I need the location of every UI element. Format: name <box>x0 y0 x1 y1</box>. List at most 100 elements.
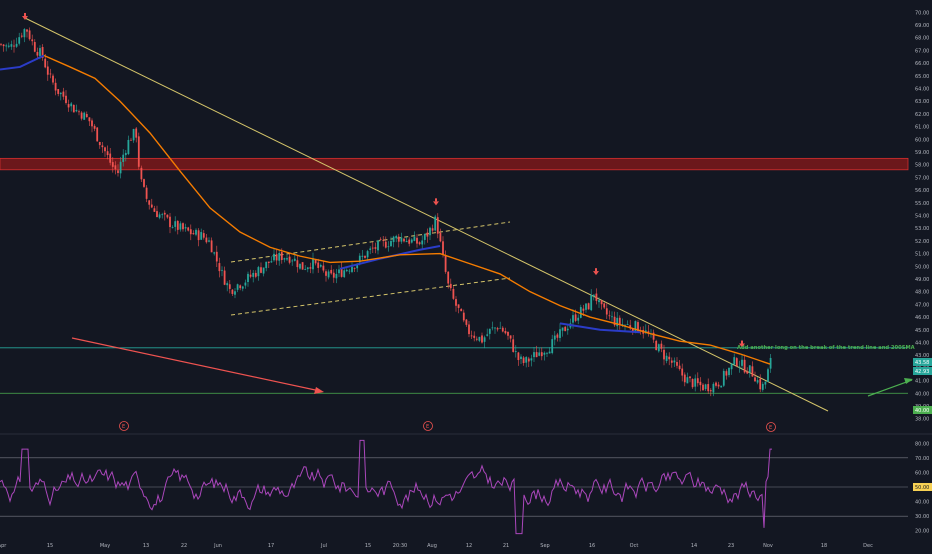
candle-body <box>756 380 759 383</box>
candle-body <box>20 35 23 37</box>
candle-body <box>49 73 52 75</box>
candle-body <box>657 344 660 352</box>
candle-body <box>686 377 689 384</box>
candle-body <box>286 258 288 260</box>
candle-body <box>163 212 166 215</box>
candle-body <box>608 315 611 317</box>
candle-body <box>720 385 723 388</box>
candle-body <box>54 82 57 91</box>
candle-body <box>748 365 751 373</box>
candle-body <box>124 152 127 156</box>
candle-body <box>52 75 54 83</box>
candle-body <box>538 352 541 356</box>
candle-body <box>499 327 502 329</box>
candle-body <box>104 147 106 152</box>
candle-body <box>405 240 408 243</box>
candle-body <box>106 151 109 156</box>
candle-body <box>715 382 717 386</box>
candle-body <box>70 103 73 107</box>
time-tick-label: Jul <box>320 543 327 549</box>
rsi-badge: 50.00 <box>913 483 932 491</box>
candle-body <box>192 233 195 235</box>
red-trend-arrow <box>71 337 321 392</box>
rsi-tick-label: 60.00 <box>915 470 929 476</box>
candle-body <box>470 335 473 337</box>
candle-body <box>153 208 156 212</box>
price-tick-label: 70.00 <box>915 10 929 16</box>
candle-body <box>143 179 145 187</box>
candle-body <box>444 255 447 272</box>
candle-body <box>769 357 772 369</box>
price-tick-label: 43.00 <box>915 353 929 359</box>
price-badge-label: 43.58 <box>915 360 929 366</box>
candle-body <box>717 384 720 387</box>
candle-body <box>158 214 161 218</box>
candle-body <box>416 237 418 244</box>
candle-body <box>304 269 307 270</box>
candle-body <box>504 330 507 334</box>
candle-body <box>340 268 343 277</box>
candle-body <box>361 255 364 257</box>
candle-body <box>421 240 424 245</box>
time-tick-label: May <box>100 543 110 549</box>
candle-body <box>343 270 346 278</box>
candle-body <box>475 338 478 340</box>
candle-body <box>387 246 390 248</box>
candle-body <box>273 253 275 261</box>
candle-body <box>15 43 18 47</box>
candle-body <box>509 335 512 339</box>
candle-body <box>93 125 96 129</box>
candle-body <box>418 242 421 245</box>
sma-200-line <box>43 54 771 365</box>
candle-body <box>379 238 382 240</box>
candle-body <box>678 365 681 370</box>
candle-body <box>486 334 489 336</box>
time-tick-label: 18 <box>821 543 827 549</box>
price-tick-label: 54.00 <box>915 214 929 220</box>
candle-body <box>364 255 366 258</box>
price-badge-label: 42.93 <box>915 369 929 375</box>
candle-body <box>452 288 455 299</box>
candle-body <box>44 58 47 68</box>
candle-body <box>491 327 494 329</box>
candle-body <box>702 384 704 391</box>
channel-upper-line <box>230 221 511 263</box>
candle-body <box>176 220 179 230</box>
candle-body <box>88 117 91 122</box>
candle-body <box>301 262 304 270</box>
candle-body <box>67 104 70 108</box>
candle-body <box>254 272 257 277</box>
candle-body <box>130 139 132 141</box>
candle-body <box>228 284 231 289</box>
time-tick-label: 16 <box>589 543 595 549</box>
candle-body <box>65 95 67 103</box>
candle-body <box>36 51 39 56</box>
candle-body <box>395 236 398 239</box>
price-tick-label: 61.00 <box>915 125 929 131</box>
time-tick-label: 12 <box>466 543 472 549</box>
candle-body <box>473 335 476 338</box>
candle-body <box>587 303 590 310</box>
candle-body <box>413 236 416 241</box>
time-tick-label: 13 <box>143 543 149 549</box>
peak-arrow-icon <box>22 15 28 20</box>
candle-body <box>704 384 707 390</box>
candle-body <box>26 29 28 32</box>
candle-body <box>169 216 171 228</box>
time-axis: Apr 15 May 13 22 Jun 17 Jul 15 20:30 Aug 12 21 Sep 16 O… <box>0 543 873 549</box>
candle-body <box>655 340 658 351</box>
trendline <box>24 17 829 412</box>
candle-body <box>423 233 426 240</box>
candle-body <box>319 264 322 267</box>
candle-body <box>733 357 736 365</box>
time-tick-label: 22 <box>181 543 187 549</box>
candle-body <box>585 303 587 310</box>
price-tick-label: 47.00 <box>915 302 929 308</box>
candle-body <box>351 266 353 272</box>
candle-body <box>13 45 15 47</box>
candle-body <box>306 267 309 270</box>
candle-body <box>109 153 112 163</box>
candle-body <box>171 227 174 229</box>
price-tick-label: 52.00 <box>915 239 929 245</box>
